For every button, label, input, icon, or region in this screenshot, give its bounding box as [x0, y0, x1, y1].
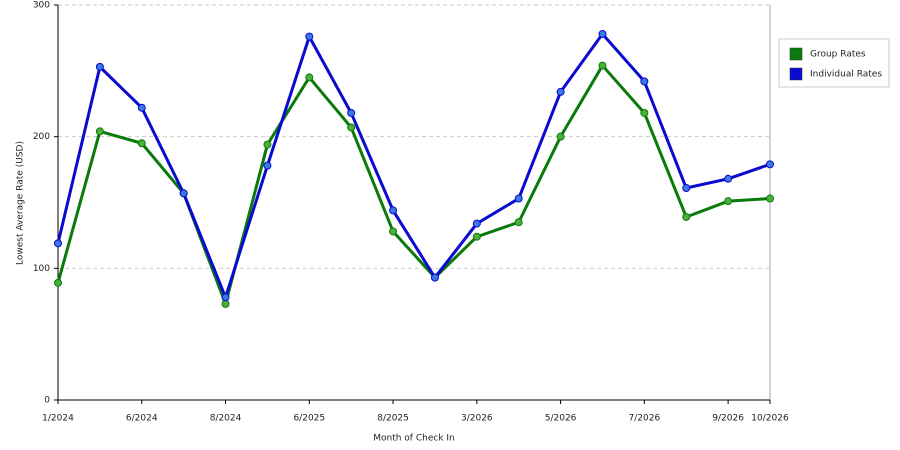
point: [556, 132, 565, 141]
x-axis-label: Month of Check In: [373, 434, 455, 444]
point: [514, 218, 523, 227]
point: [179, 189, 188, 198]
x-tick-label: 10/2026: [751, 414, 789, 424]
x-tick-label: 7/2026: [629, 414, 661, 424]
x-tick-label: 6/2024: [126, 414, 158, 424]
point: [472, 232, 481, 241]
legend-label: Individual Rates: [810, 70, 882, 80]
point: [389, 227, 398, 236]
point: [556, 87, 565, 96]
point: [95, 62, 104, 71]
point: [137, 139, 146, 148]
point: [640, 108, 649, 117]
point: [137, 103, 146, 112]
point: [766, 194, 774, 203]
x-tick-label: 5/2026: [545, 414, 577, 424]
y-tick-label: 200: [33, 132, 50, 142]
point: [724, 197, 733, 206]
point: [682, 212, 691, 221]
point: [682, 184, 691, 193]
point: [514, 194, 523, 203]
x-tick-label: 1/2024: [42, 414, 74, 424]
point: [263, 161, 272, 170]
point: [347, 123, 356, 132]
point: [221, 293, 230, 302]
y-tick-label: 100: [33, 264, 50, 274]
point: [95, 127, 104, 136]
legend-swatch: [789, 47, 803, 61]
point: [766, 160, 774, 169]
series-line: [56, 32, 771, 299]
series-line: [56, 64, 771, 306]
x-tick-label: 9/2026: [712, 414, 744, 424]
point: [305, 32, 314, 41]
point: [640, 77, 649, 86]
y-tick-label: 0: [44, 396, 50, 406]
point: [389, 206, 398, 215]
point: [347, 108, 356, 117]
point: [430, 273, 439, 282]
x-tick-label: 8/2024: [210, 414, 242, 424]
point: [472, 219, 481, 228]
point: [724, 174, 733, 183]
point: [263, 140, 272, 149]
y-tick-label: 300: [33, 1, 50, 11]
x-tick-label: 3/2026: [461, 414, 493, 424]
legend-swatch: [789, 67, 803, 81]
x-tick-label: 6/2025: [293, 414, 325, 424]
point: [598, 29, 607, 38]
point: [305, 73, 314, 82]
y-axis-label: Lowest Average Rate (USD): [16, 141, 26, 265]
point: [54, 278, 62, 287]
point: [221, 299, 230, 308]
x-tick-label: 8/2025: [377, 414, 409, 424]
legend-label: Group Rates: [810, 50, 866, 60]
point: [598, 61, 607, 70]
point: [54, 239, 62, 248]
